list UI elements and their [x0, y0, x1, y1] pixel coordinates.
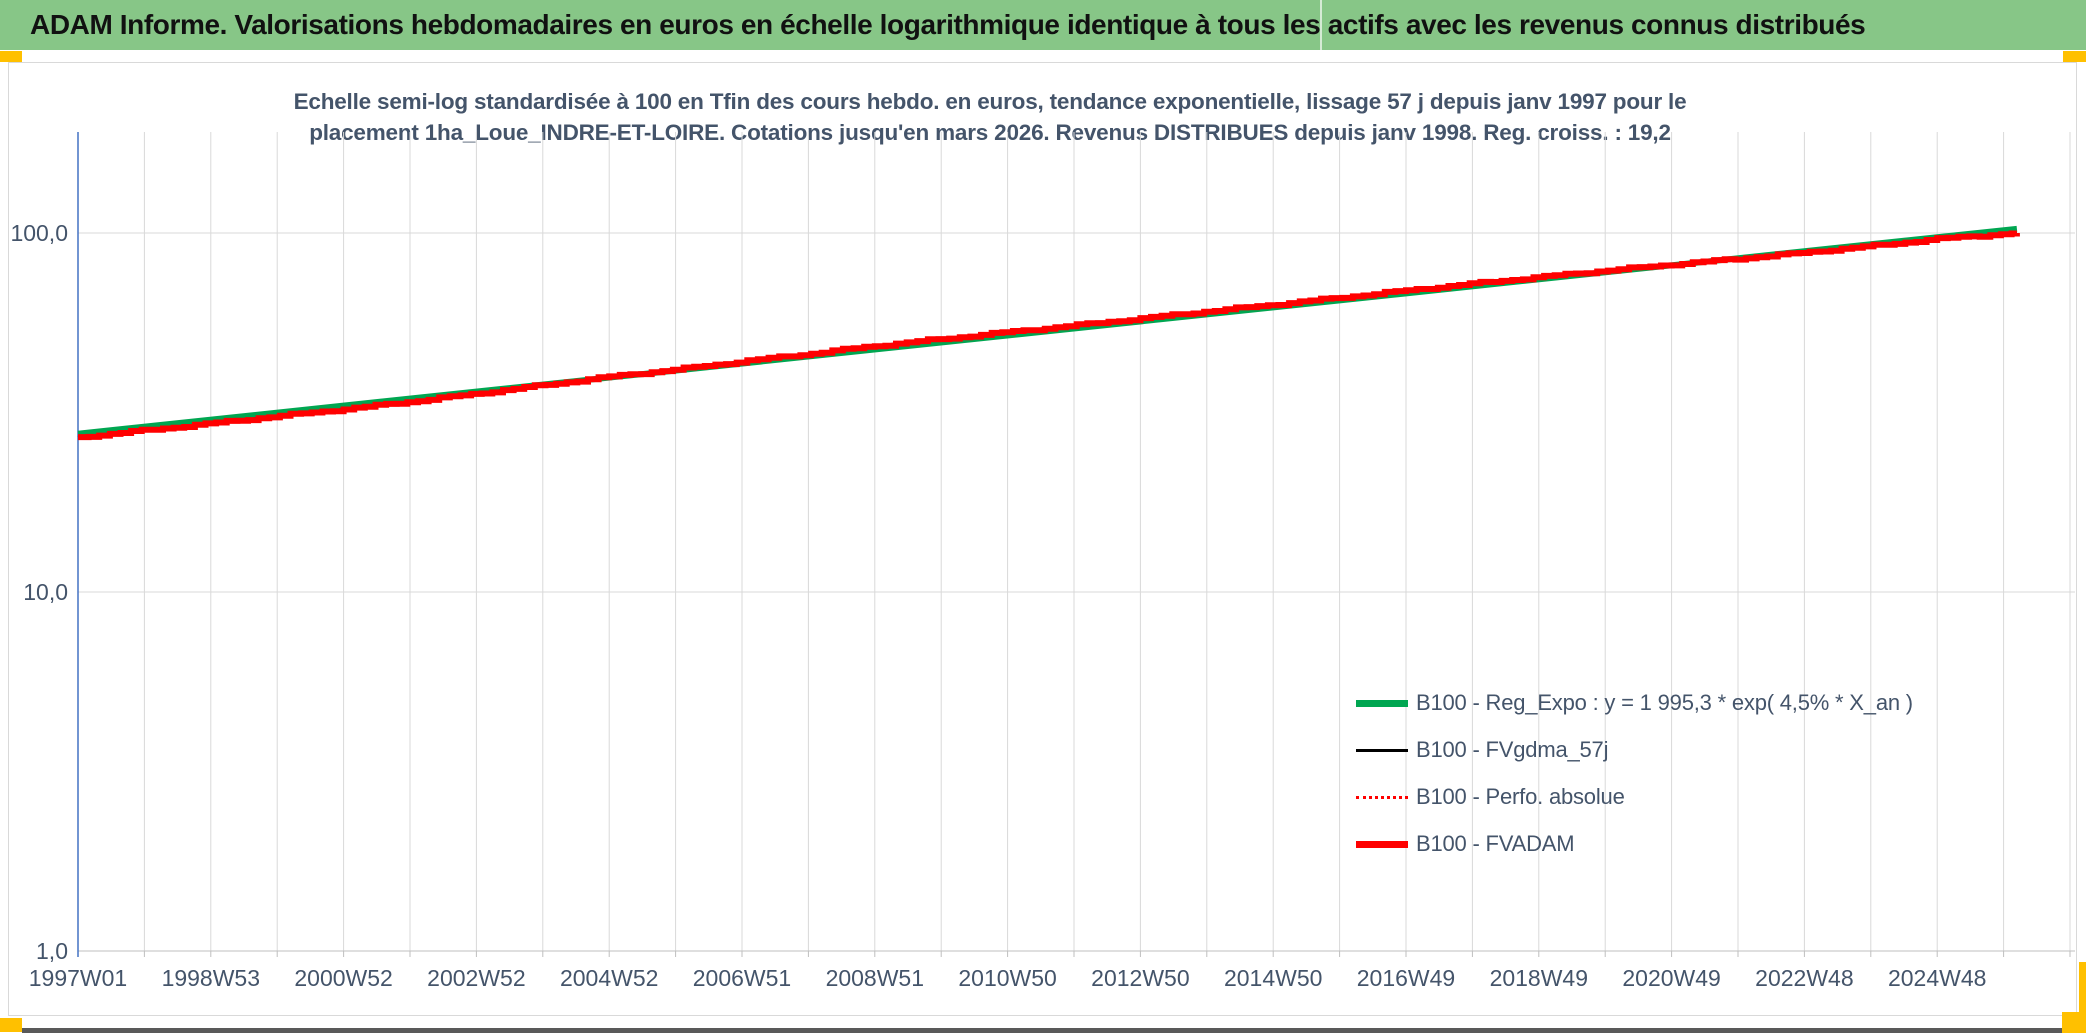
x-axis-label: 2006W51 — [693, 965, 791, 991]
y-axis-label: 1,0 — [36, 938, 68, 964]
series-b100-fvadam — [78, 230, 2020, 441]
x-axis-label: 2024W48 — [1888, 965, 1986, 991]
bottom-bar — [22, 1028, 2062, 1033]
legend-label: B100 - Perfo. absolue — [1416, 784, 1625, 809]
x-axis-label: 2004W52 — [560, 965, 658, 991]
chart-title-line-1: Echelle semi-log standardisée à 100 en T… — [293, 89, 1687, 114]
legend: B100 - Reg_Expo : y = 1 995,3 * exp( 4,5… — [1356, 686, 1913, 861]
legend-line-swatch — [1356, 840, 1408, 848]
legend-label: B100 - Reg_Expo : y = 1 995,3 * exp( 4,5… — [1416, 690, 1913, 715]
x-axis-label: 1998W53 — [162, 965, 260, 991]
legend-item[interactable]: B100 - Perfo. absolue — [1356, 780, 1913, 814]
x-axis-label: 2018W49 — [1490, 965, 1588, 991]
legend-line-swatch — [1356, 748, 1408, 752]
accent-bottom-left — [0, 1018, 22, 1032]
x-axis-label: 2016W49 — [1357, 965, 1455, 991]
legend-line-swatch — [1356, 795, 1408, 799]
y-axis-label: 10,0 — [23, 579, 68, 605]
legend-item[interactable]: B100 - Reg_Expo : y = 1 995,3 * exp( 4,5… — [1356, 686, 1913, 720]
legend-item[interactable]: B100 - FVgdma_57j — [1356, 733, 1913, 767]
header-column-divider — [1320, 0, 1322, 50]
x-axis-label: 2002W52 — [427, 965, 525, 991]
x-axis-label: 2000W52 — [294, 965, 392, 991]
x-axis-label: 2008W51 — [826, 965, 924, 991]
x-axis-label: 2014W50 — [1224, 965, 1322, 991]
legend-item[interactable]: B100 - FVADAM — [1356, 827, 1913, 861]
chart-title-line-2: placement 1ha_Loue_INDRE-ET-LOIRE. Cotat… — [309, 120, 1671, 145]
legend-line-swatch — [1356, 699, 1408, 707]
chart-title: Echelle semi-log standardisée à 100 en T… — [230, 86, 1750, 148]
y-axis-label: 100,0 — [10, 220, 68, 246]
accent-top-left — [0, 51, 22, 62]
legend-label: B100 - FVgdma_57j — [1416, 737, 1609, 762]
header-bar: ADAM Informe. Valorisations hebdomadaire… — [0, 0, 2086, 50]
x-axis-label: 2022W48 — [1755, 965, 1853, 991]
x-axis-label: 2010W50 — [958, 965, 1056, 991]
accent-right-strip — [2079, 962, 2086, 1012]
x-axis-label: 2012W50 — [1091, 965, 1189, 991]
x-axis-label: 1997W01 — [29, 965, 127, 991]
legend-label: B100 - FVADAM — [1416, 831, 1575, 856]
x-axis-label: 2020W49 — [1622, 965, 1720, 991]
chart-frame[interactable] — [8, 62, 2077, 1016]
accent-top-right — [2063, 51, 2086, 62]
accent-bottom-right — [2062, 1012, 2086, 1033]
header-title: ADAM Informe. Valorisations hebdomadaire… — [30, 9, 1866, 40]
